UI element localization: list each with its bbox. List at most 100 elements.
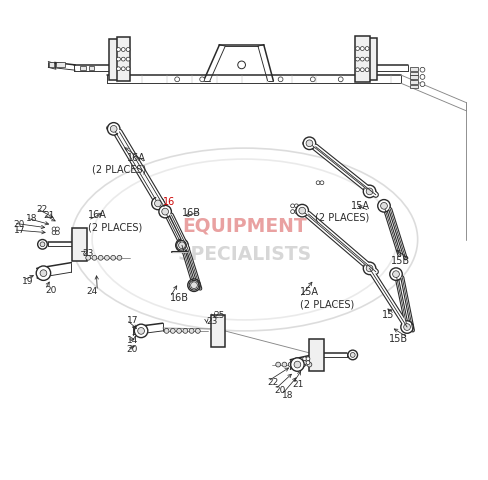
Text: 15: 15 — [382, 310, 394, 319]
Bar — [72, 228, 86, 261]
Text: 20: 20 — [126, 345, 138, 353]
Circle shape — [121, 68, 125, 72]
Circle shape — [295, 205, 308, 217]
Polygon shape — [366, 39, 376, 81]
Circle shape — [110, 127, 113, 131]
Circle shape — [121, 48, 125, 52]
Circle shape — [126, 48, 130, 52]
Circle shape — [189, 281, 199, 290]
Bar — [88, 67, 94, 72]
Circle shape — [365, 48, 368, 51]
Circle shape — [189, 329, 194, 334]
Bar — [309, 340, 323, 371]
Circle shape — [302, 142, 306, 146]
Text: EQUIPMENT: EQUIPMENT — [182, 216, 306, 235]
Circle shape — [365, 58, 368, 62]
Circle shape — [187, 279, 200, 292]
Circle shape — [52, 231, 56, 235]
Circle shape — [294, 210, 298, 214]
Circle shape — [294, 204, 298, 208]
Text: 15A
(2 PLACES): 15A (2 PLACES) — [315, 201, 369, 222]
Circle shape — [355, 69, 359, 72]
Bar — [56, 63, 65, 68]
Circle shape — [92, 256, 97, 261]
Bar — [354, 37, 369, 83]
Bar — [409, 85, 417, 89]
Circle shape — [111, 256, 115, 261]
Circle shape — [164, 329, 169, 334]
Circle shape — [195, 329, 200, 334]
Circle shape — [302, 361, 306, 365]
Circle shape — [36, 266, 51, 281]
Circle shape — [126, 58, 130, 62]
Circle shape — [170, 329, 175, 334]
Text: 21: 21 — [292, 380, 304, 388]
Circle shape — [419, 68, 424, 73]
Circle shape — [366, 265, 372, 272]
Polygon shape — [109, 40, 118, 81]
Circle shape — [288, 362, 292, 367]
Text: 15B: 15B — [390, 255, 409, 265]
Text: SPECIALISTS: SPECIALISTS — [177, 245, 311, 264]
Circle shape — [126, 68, 130, 72]
Circle shape — [200, 78, 204, 83]
Circle shape — [278, 78, 283, 83]
Text: 17: 17 — [126, 316, 138, 324]
Circle shape — [106, 127, 110, 131]
Circle shape — [113, 127, 117, 131]
Circle shape — [347, 350, 357, 360]
Text: 16B: 16B — [182, 208, 201, 217]
Circle shape — [290, 210, 294, 214]
Circle shape — [310, 78, 315, 83]
Circle shape — [159, 206, 171, 218]
Circle shape — [40, 270, 47, 277]
Text: 23: 23 — [82, 249, 94, 258]
Circle shape — [85, 256, 90, 261]
Bar — [211, 316, 224, 347]
Circle shape — [360, 58, 364, 62]
Circle shape — [300, 362, 305, 367]
Bar — [49, 63, 53, 67]
Bar — [409, 72, 417, 76]
Circle shape — [110, 126, 117, 133]
Circle shape — [134, 324, 147, 338]
Circle shape — [116, 68, 120, 72]
Circle shape — [380, 203, 386, 210]
Circle shape — [389, 268, 402, 281]
Circle shape — [377, 200, 389, 213]
Text: 23: 23 — [206, 316, 218, 325]
Circle shape — [319, 181, 323, 185]
Circle shape — [55, 228, 59, 231]
Circle shape — [293, 361, 300, 368]
Circle shape — [98, 256, 103, 261]
Circle shape — [176, 241, 186, 251]
Circle shape — [298, 208, 305, 215]
Circle shape — [174, 78, 179, 83]
Circle shape — [237, 62, 245, 70]
Circle shape — [162, 209, 168, 216]
Circle shape — [117, 256, 122, 261]
Text: 14: 14 — [126, 335, 138, 344]
Circle shape — [305, 357, 309, 361]
Text: 16: 16 — [163, 197, 175, 206]
Circle shape — [175, 240, 188, 252]
Circle shape — [183, 329, 187, 334]
Circle shape — [116, 58, 120, 62]
Circle shape — [294, 362, 299, 367]
Circle shape — [275, 362, 280, 367]
Text: 16A
(2 PLACES): 16A (2 PLACES) — [91, 153, 145, 174]
Text: 16A
(2 PLACES): 16A (2 PLACES) — [88, 210, 142, 231]
Text: 16B: 16B — [170, 293, 188, 302]
Circle shape — [282, 362, 286, 367]
Circle shape — [190, 282, 197, 289]
Circle shape — [363, 186, 375, 198]
Circle shape — [360, 48, 364, 51]
Text: 18: 18 — [25, 214, 37, 223]
Bar — [116, 38, 130, 82]
Circle shape — [107, 123, 120, 136]
Circle shape — [349, 353, 354, 358]
Circle shape — [403, 324, 409, 331]
Circle shape — [290, 204, 294, 208]
Circle shape — [363, 263, 375, 275]
Text: 25: 25 — [213, 310, 224, 319]
